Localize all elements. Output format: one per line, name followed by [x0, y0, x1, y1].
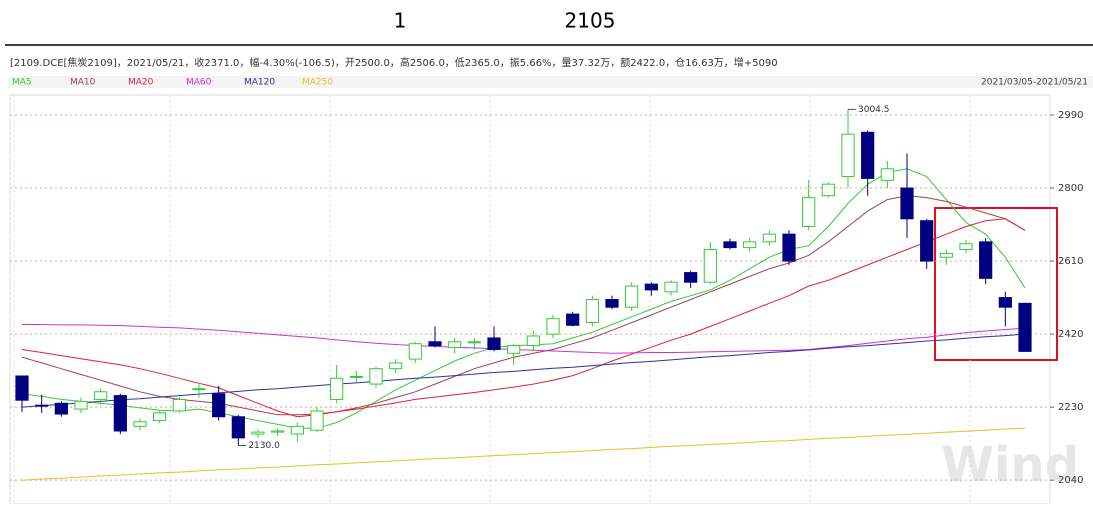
candle-body: [231, 416, 245, 439]
header-right: 2105: [565, 9, 616, 33]
highlight-box: [934, 207, 1058, 361]
candle-body: [389, 362, 403, 370]
candle-body: [644, 283, 658, 291]
candle-body: [998, 297, 1012, 308]
candle-body: [467, 341, 481, 344]
candle-body: [802, 197, 816, 227]
candle-body: [723, 241, 737, 249]
y-tick-label: 2610: [1058, 256, 1083, 267]
candle-body: [782, 233, 796, 262]
plot-area: [9, 94, 1051, 505]
y-tick-label: 2420: [1058, 329, 1083, 340]
candle-body: [939, 252, 953, 258]
ma-line: [21, 168, 1026, 429]
ma-line: [21, 195, 1026, 416]
legend-entry: MA10: [70, 78, 96, 88]
candle-body: [172, 398, 186, 412]
candle-body: [192, 388, 206, 391]
candle-body: [880, 168, 894, 181]
candle-body: [54, 402, 68, 415]
candle-body: [507, 345, 521, 354]
candle-body: [821, 183, 835, 197]
ma-line: [21, 427, 1026, 481]
legend-entry: MA120: [244, 78, 275, 88]
y-tick-label: 2040: [1058, 475, 1083, 486]
legend-entry: MA60: [186, 78, 212, 88]
candle-body: [743, 241, 757, 249]
candle-body: [959, 243, 973, 251]
candle-body: [369, 368, 383, 385]
y-tick-label: 2800: [1058, 183, 1083, 194]
candle-body: [625, 285, 639, 308]
legend-bar: [8, 76, 1093, 88]
ma-line: [22, 324, 1026, 354]
candle-body: [762, 233, 776, 243]
legend-entry: MA5: [12, 78, 32, 88]
ma-line: [21, 333, 1026, 408]
candle-body: [113, 395, 127, 432]
candle-body: [546, 318, 560, 335]
legend-entry: MA20: [128, 78, 154, 88]
ma-line: [21, 218, 1026, 418]
annotation: 2130.0: [248, 441, 280, 451]
candle-body: [448, 341, 462, 349]
candle-body: [74, 400, 88, 410]
candle-body: [94, 391, 108, 400]
candle-body: [330, 377, 344, 400]
candle-body: [1018, 302, 1032, 352]
candle-body: [15, 375, 29, 401]
candle-body: [251, 431, 265, 435]
candle-body: [585, 299, 599, 324]
candle-body: [979, 241, 993, 279]
candle-body: [605, 299, 619, 308]
info-line: [2109.DCE[焦炭2109]，2021/05/21，收2371.0，幅-4…: [10, 56, 778, 69]
legend-entry: MA250: [302, 78, 333, 88]
candle-body: [684, 272, 698, 283]
y-tick-label: 2990: [1058, 110, 1083, 121]
candle-body: [35, 404, 49, 407]
candle-body: [271, 430, 285, 433]
y-tick-label: 2230: [1058, 402, 1083, 413]
candle-body: [349, 375, 363, 378]
candle-body: [290, 425, 304, 435]
candle-body: [133, 421, 147, 427]
candle-body: [900, 187, 914, 220]
candle-body: [566, 313, 580, 326]
watermark: Wind: [941, 437, 1079, 493]
candle-body: [212, 393, 226, 418]
candle-body: [664, 281, 678, 293]
candle-body: [428, 341, 442, 347]
annotation: 3004.5: [858, 105, 890, 115]
candle-body: [703, 249, 717, 283]
candle-body: [841, 133, 855, 177]
candle-body: [861, 131, 875, 179]
header-left: 1: [394, 9, 407, 33]
candle-body: [526, 335, 540, 347]
candle-body: [408, 343, 422, 360]
candle-body: [487, 337, 501, 350]
candle-body: [920, 220, 934, 262]
candle-body: [310, 410, 324, 431]
candle-body: [153, 412, 167, 422]
date-range: 2021/03/05-2021/05/21: [981, 78, 1088, 88]
